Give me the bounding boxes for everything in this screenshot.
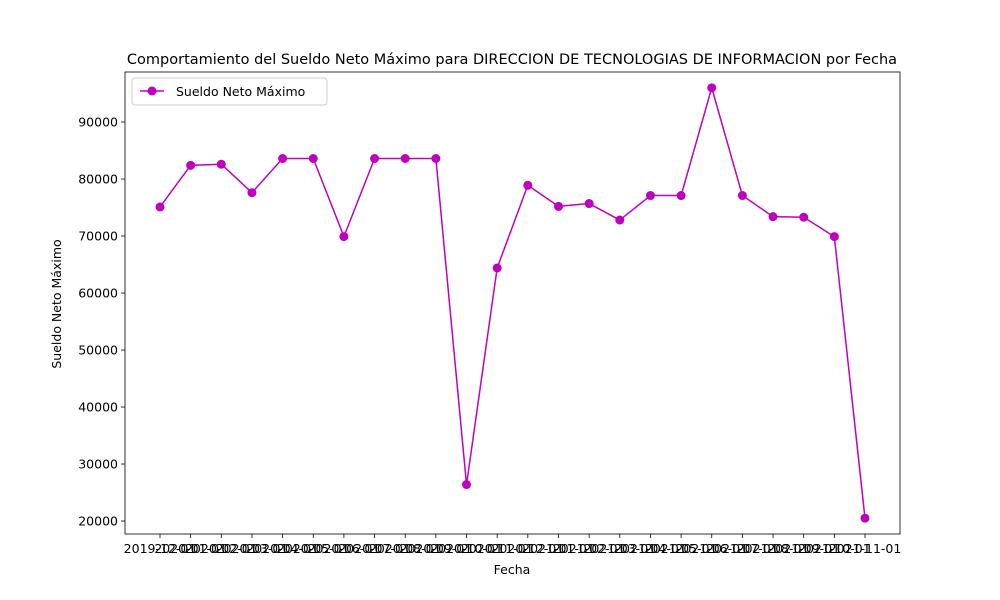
plot-area: 20000 30000 40000 50000 60000 70000 80000 90000… [78,71,902,556]
x-axis-label: Fecha [494,562,531,577]
data-point [553,201,563,211]
data-point [860,513,870,523]
data-point [737,191,747,201]
y-tick-label: 70000 [78,229,118,244]
x-tick-label: 2020-09-01 [400,541,473,556]
data-point [676,191,686,201]
x-tick-label: 2021-07-01 [706,541,779,556]
x-tick-label: 2019-12-01 [124,541,197,556]
data-point [645,191,655,201]
x-tick-label: 2020-04-01 [246,541,319,556]
x-tick-label: 2020-02-01 [185,541,258,556]
data-point [339,232,349,242]
data-point [523,180,533,190]
x-tick-label: 2021-01-01 [522,541,595,556]
data-point [278,154,288,164]
series-line [159,87,866,519]
y-tick-label: 30000 [78,457,118,472]
data-point [155,202,165,212]
axes-frame [124,71,901,535]
data-point [615,215,625,225]
data-point [186,160,196,170]
x-tick-label: 2021-04-01 [614,541,687,556]
data-point [400,154,410,164]
data-point [308,154,318,164]
legend: Sueldo Neto Máximo [131,77,328,106]
legend-box [131,77,328,106]
y-tick-label: 60000 [78,286,118,301]
x-tick-label: 2020-11-01 [461,541,534,556]
x-tick-label: 2020-08-01 [369,541,442,556]
x-tick-label: 2021-02-01 [553,541,626,556]
x-tick-label: 2021-10-01 [798,541,871,556]
x-tick-label: 2020-10-01 [430,541,503,556]
x-tick-label: 2021-06-01 [675,541,748,556]
x-tick-label: 2020-12-01 [491,541,564,556]
x-tick-label: 2021-03-01 [583,541,656,556]
legend-label: Sueldo Neto Máximo [176,84,305,99]
data-point [247,188,257,198]
x-tick-label: 2020-06-01 [308,541,381,556]
data-point [799,212,809,222]
y-tick-label: 40000 [78,400,118,415]
x-tick-label: 2020-01-01 [154,541,227,556]
y-tick-label: 80000 [78,172,118,187]
data-point [707,83,717,93]
x-tick-label: 2020-05-01 [277,541,350,556]
data-point [768,212,778,222]
y-tick-label: 20000 [78,514,118,529]
y-tick-label: 50000 [78,343,118,358]
x-tick-label: 2020-03-01 [216,541,289,556]
y-tick-label: 90000 [78,115,118,130]
data-point [216,159,226,169]
x-tick-label: 2021-05-01 [645,541,718,556]
data-point [431,154,441,164]
data-point [462,480,472,490]
x-tick-label: 2021-11-01 [829,541,902,556]
x-tick-label: 2021-08-01 [737,541,810,556]
chart-title: Comportamiento del Sueldo Neto Máximo pa… [127,52,897,68]
y-axis-label: Sueldo Neto Máximo [49,239,64,368]
legend-marker-sample [147,86,157,96]
x-tick-label: 2021-09-01 [767,541,840,556]
data-point [370,154,380,164]
data-point [829,232,839,242]
x-tick-label: 2020-07-01 [338,541,411,556]
data-point [492,263,502,273]
data-point [584,199,594,209]
